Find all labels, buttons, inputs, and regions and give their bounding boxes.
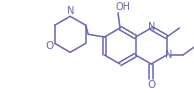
Text: O: O: [147, 80, 155, 90]
Text: O: O: [46, 41, 54, 51]
Text: OH: OH: [115, 2, 131, 12]
Text: N: N: [67, 6, 74, 16]
Text: N: N: [165, 50, 172, 60]
Text: N: N: [148, 22, 156, 32]
